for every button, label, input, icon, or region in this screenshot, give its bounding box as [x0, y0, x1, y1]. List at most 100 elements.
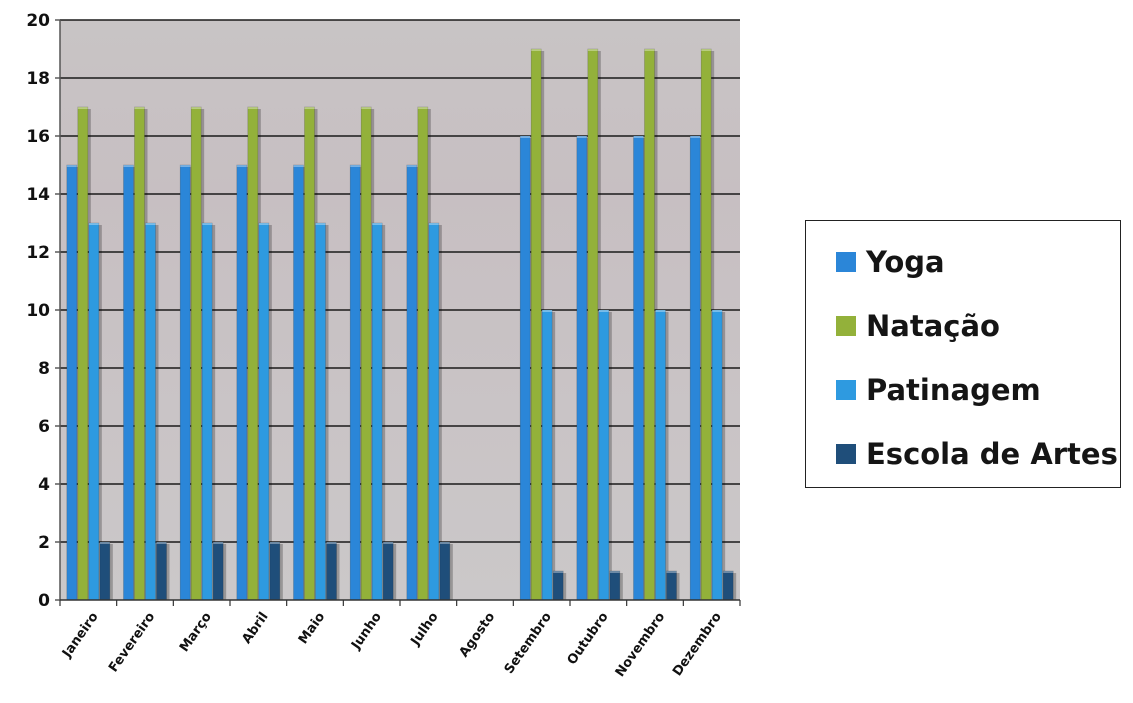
bar-yoga-outubro	[576, 135, 588, 601]
bar-escola-de-artes-dezembro	[722, 570, 734, 601]
x-tick-label-junho: Junho	[348, 610, 385, 654]
bar-patinagem-janeiro-cap	[88, 223, 99, 225]
bar-yoga-setembro	[519, 135, 531, 601]
bars	[66, 48, 737, 601]
x-tick-label-fevereiro: Fevereiro	[106, 610, 158, 676]
bar-patinagem-abril	[258, 222, 270, 601]
bar-yoga-dezembro-cap	[690, 136, 701, 138]
bar-yoga-fevereiro	[123, 164, 134, 601]
bar-natacao-maio	[304, 106, 315, 601]
legend-item-natacao: Natação	[836, 309, 1000, 343]
bar-escola-de-artes-fevereiro-cap	[156, 542, 167, 544]
bar-patinagem-janeiro	[88, 222, 100, 601]
bar-escola-de-artes-outubro-shade	[619, 573, 623, 600]
x-tick-label-janeiro: Janeiro	[59, 610, 101, 662]
bar-patinagem-marco-cap	[202, 223, 213, 225]
bar-yoga-marco-cap	[180, 165, 191, 167]
x-tick-label-maio: Maio	[296, 610, 328, 647]
x-tick-label-agosto: Agosto	[457, 610, 499, 661]
bar-natacao-outubro	[587, 48, 599, 601]
bar-escola-de-artes-outubro	[609, 570, 621, 601]
bar-patinagem-janeiro-shade	[98, 225, 102, 600]
y-tick-label-6: 6	[38, 417, 50, 437]
bar-yoga-janeiro	[66, 164, 78, 601]
x-tick-label-outubro: Outubro	[565, 610, 612, 668]
bar-yoga-dezembro	[689, 135, 701, 601]
bar-escola-de-artes-dezembro-shade	[733, 573, 737, 600]
legend-swatch-escola-de-artes	[836, 444, 856, 464]
bar-yoga-julho-cap	[406, 165, 417, 167]
bar-yoga-maio-cap	[293, 165, 304, 167]
bar-escola-de-artes-outubro-cap	[609, 571, 620, 573]
bar-escola-de-artes-janeiro	[99, 541, 111, 601]
bar-escola-de-artes-julho	[439, 541, 451, 601]
y-tick-label-12: 12	[26, 243, 50, 263]
y-tick-label-18: 18	[26, 69, 50, 89]
bar-escola-de-artes-setembro-shade	[563, 573, 567, 600]
bar-escola-de-artes-junho-shade	[393, 544, 397, 600]
y-tick-label-10: 10	[26, 301, 50, 321]
bar-patinagem-outubro	[598, 309, 610, 601]
bar-escola-de-artes-abril-cap	[269, 542, 280, 544]
bar-patinagem-dezembro-cap	[712, 310, 723, 312]
bar-natacao-abril-cap	[247, 107, 258, 109]
x-tick-label-setembro: Setembro	[502, 610, 555, 677]
bar-patinagem-novembro-shade	[665, 312, 669, 600]
x-tick-label-julho: Julho	[408, 610, 442, 650]
legend-swatch-natacao	[836, 316, 856, 336]
bar-yoga-janeiro-cap	[66, 165, 77, 167]
bar-patinagem-fevereiro-shade	[155, 225, 159, 600]
bar-natacao-setembro	[530, 48, 542, 601]
bar-natacao-julho-cap	[417, 107, 428, 109]
bar-natacao-novembro-cap	[644, 49, 655, 51]
bar-patinagem-setembro-cap	[542, 310, 553, 312]
bar-escola-de-artes-fevereiro-shade	[166, 544, 170, 600]
bar-natacao-janeiro-cap	[77, 107, 88, 109]
bar-patinagem-outubro-cap	[598, 310, 609, 312]
legend: Yoga Natação Patinagem Escola de Artes	[805, 220, 1121, 488]
bar-yoga-fevereiro-cap	[123, 165, 134, 167]
legend-label-escola-de-artes: Escola de Artes	[866, 437, 1118, 471]
bar-yoga-novembro-cap	[633, 136, 644, 138]
bar-yoga-julho	[406, 164, 418, 601]
bar-escola-de-artes-setembro-cap	[553, 571, 564, 573]
bar-patinagem-junho	[371, 222, 383, 601]
bar-escola-de-artes-marco	[212, 541, 224, 601]
legend-item-escola-de-artes: Escola de Artes	[836, 437, 1118, 471]
bar-patinagem-junho-cap	[372, 223, 383, 225]
bar-natacao-junho-cap	[361, 107, 372, 109]
bar-natacao-abril	[247, 106, 259, 601]
bar-escola-de-artes-novembro-cap	[666, 571, 677, 573]
x-tick-label-dezembro: Dezembro	[670, 610, 725, 679]
bar-escola-de-artes-janeiro-shade	[109, 544, 113, 600]
bar-patinagem-marco-shade	[212, 225, 216, 600]
bar-natacao-julho	[417, 106, 429, 601]
bar-patinagem-novembro-cap	[655, 310, 666, 312]
bar-natacao-novembro	[644, 48, 655, 601]
bar-yoga-junho-cap	[350, 165, 361, 167]
bar-escola-de-artes-julho-cap	[439, 542, 450, 544]
bar-escola-de-artes-junho	[382, 541, 394, 601]
bar-patinagem-outubro-shade	[608, 312, 612, 600]
bar-escola-de-artes-abril-shade	[279, 544, 283, 600]
legend-label-patinagem: Patinagem	[866, 373, 1041, 407]
bar-escola-de-artes-dezembro-cap	[723, 571, 734, 573]
bar-natacao-janeiro	[77, 106, 89, 601]
bar-escola-de-artes-abril	[269, 541, 281, 601]
bar-natacao-fevereiro-cap	[134, 107, 145, 109]
bar-escola-de-artes-fevereiro	[156, 541, 167, 601]
bar-escola-de-artes-marco-shade	[223, 544, 227, 600]
bar-patinagem-abril-cap	[258, 223, 269, 225]
bar-natacao-dezembro	[700, 48, 712, 601]
bar-patinagem-julho-shade	[438, 225, 442, 600]
bar-patinagem-maio-shade	[325, 225, 329, 600]
x-tick-label-abril: Abril	[239, 610, 271, 647]
bar-natacao-marco	[190, 106, 202, 601]
bar-natacao-dezembro-cap	[701, 49, 712, 51]
bar-escola-de-artes-julho-shade	[449, 544, 453, 600]
bar-patinagem-fevereiro-cap	[145, 223, 156, 225]
y-tick-label-2: 2	[38, 533, 50, 553]
bar-escola-de-artes-maio	[326, 541, 337, 601]
bar-patinagem-fevereiro	[145, 222, 156, 601]
